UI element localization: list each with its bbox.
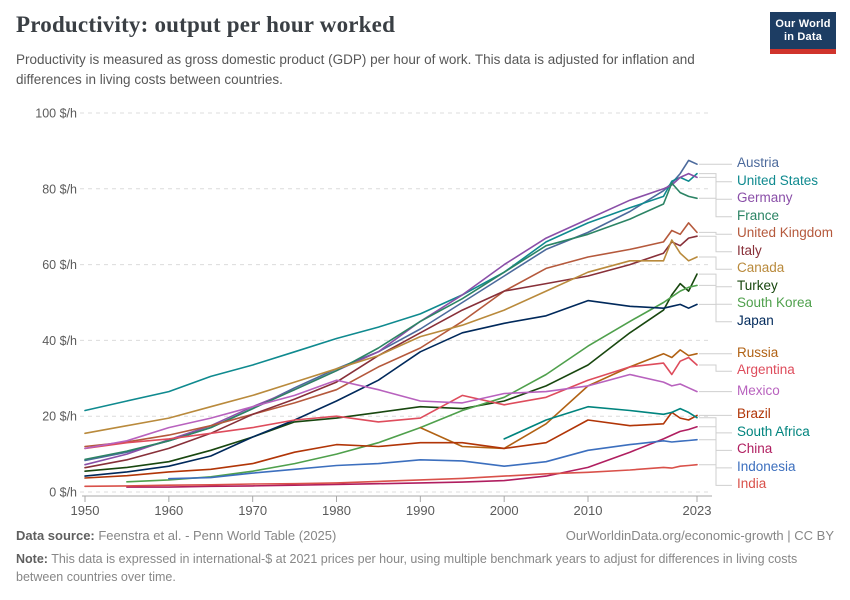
legend-connector-japan [699,303,732,323]
legend-label-argentina[interactable]: Argentina [737,362,795,378]
x-tick-label: 2023 [683,503,712,518]
legend-connector-canada [699,256,732,270]
legend-label-austria[interactable]: Austria [737,155,780,171]
legend-label-india[interactable]: India [737,476,767,492]
legend-connector-germany [699,176,732,200]
data-source-label: Data source: [16,528,95,543]
owid-logo-text: Our World in Data [770,12,836,49]
data-source-text: Feenstra et al. - Penn World Table (2025… [94,528,337,543]
legend-connector-indonesia [699,439,732,469]
line-argentina[interactable] [84,356,698,450]
chart-note: Note: This data is expressed in internat… [16,550,826,586]
data-source: Data source: Feenstra et al. - Penn Worl… [16,528,834,543]
legend-connector-italy [699,235,732,253]
y-tick-label: 60 $/h [42,258,77,272]
x-tick-label: 1990 [406,503,435,518]
legend-label-turkey[interactable]: Turkey [737,277,778,293]
y-tick-label: 20 $/h [42,410,77,424]
legend-label-mexico[interactable]: Mexico [737,382,780,398]
legend-label-japan[interactable]: Japan [737,312,774,328]
line-south-africa[interactable] [503,405,698,440]
line-canada[interactable] [84,239,698,435]
line-mexico[interactable] [84,373,698,450]
legend-connector-india [699,464,732,486]
legend-label-china[interactable]: China [737,441,773,457]
legend-label-italy[interactable]: Italy [737,242,762,258]
legend-label-south-africa[interactable]: South Africa [737,423,810,439]
legend-connector-south-africa [699,417,732,434]
y-tick-label: 100 $/h [35,107,77,121]
note-text: This data is expressed in international-… [16,552,798,585]
legend-connector-turkey [699,273,732,288]
legend-label-united-kingdom[interactable]: United Kingdom [737,225,834,241]
line-france[interactable] [84,182,698,461]
legend-connector-argentina [699,364,732,372]
legend-label-indonesia[interactable]: Indonesia [737,458,796,474]
x-tick-label: 2000 [490,503,519,518]
x-tick-label: 1960 [154,503,183,518]
legend-label-united-states[interactable]: United States [737,172,819,188]
x-tick-label: 1970 [238,503,267,518]
page-title: Productivity: output per hour worked [16,12,396,37]
legend-label-canada[interactable]: Canada [737,260,785,276]
legend-connector-china [699,426,732,451]
line-indonesia[interactable] [168,438,698,480]
legend-label-russia[interactable]: Russia [737,344,779,360]
line-japan[interactable] [84,299,698,477]
legend-connector-south-korea [699,284,732,305]
owid-link[interactable]: OurWorldinData.org/economic-growth | CC … [565,528,834,543]
chart-subtitle: Productivity is measured as gross domest… [16,52,695,87]
y-tick-label: 80 $/h [42,182,77,196]
legend-label-brazil[interactable]: Brazil [737,406,771,422]
line-china[interactable] [126,426,698,488]
legend-label-germany[interactable]: Germany [737,190,793,206]
y-tick-label: 0 $/h [49,486,77,500]
owid-logo-stripe [770,49,836,54]
x-tick-label: 2010 [574,503,603,518]
line-turkey[interactable] [84,273,698,472]
line-united-kingdom[interactable] [84,222,698,448]
y-tick-label: 40 $/h [42,334,77,348]
legend-connector-united-kingdom [699,231,732,235]
legend-label-france[interactable]: France [737,207,780,223]
note-label: Note: [16,552,48,566]
line-india[interactable] [84,463,698,488]
owid-logo[interactable]: Our World in Data [770,12,836,54]
legend-connector-france [699,197,732,218]
line-south-korea[interactable] [126,284,698,483]
legend-label-south-korea[interactable]: South Korea [737,295,813,311]
x-tick-label: 1980 [322,503,351,518]
x-tick-label: 1950 [71,503,100,518]
